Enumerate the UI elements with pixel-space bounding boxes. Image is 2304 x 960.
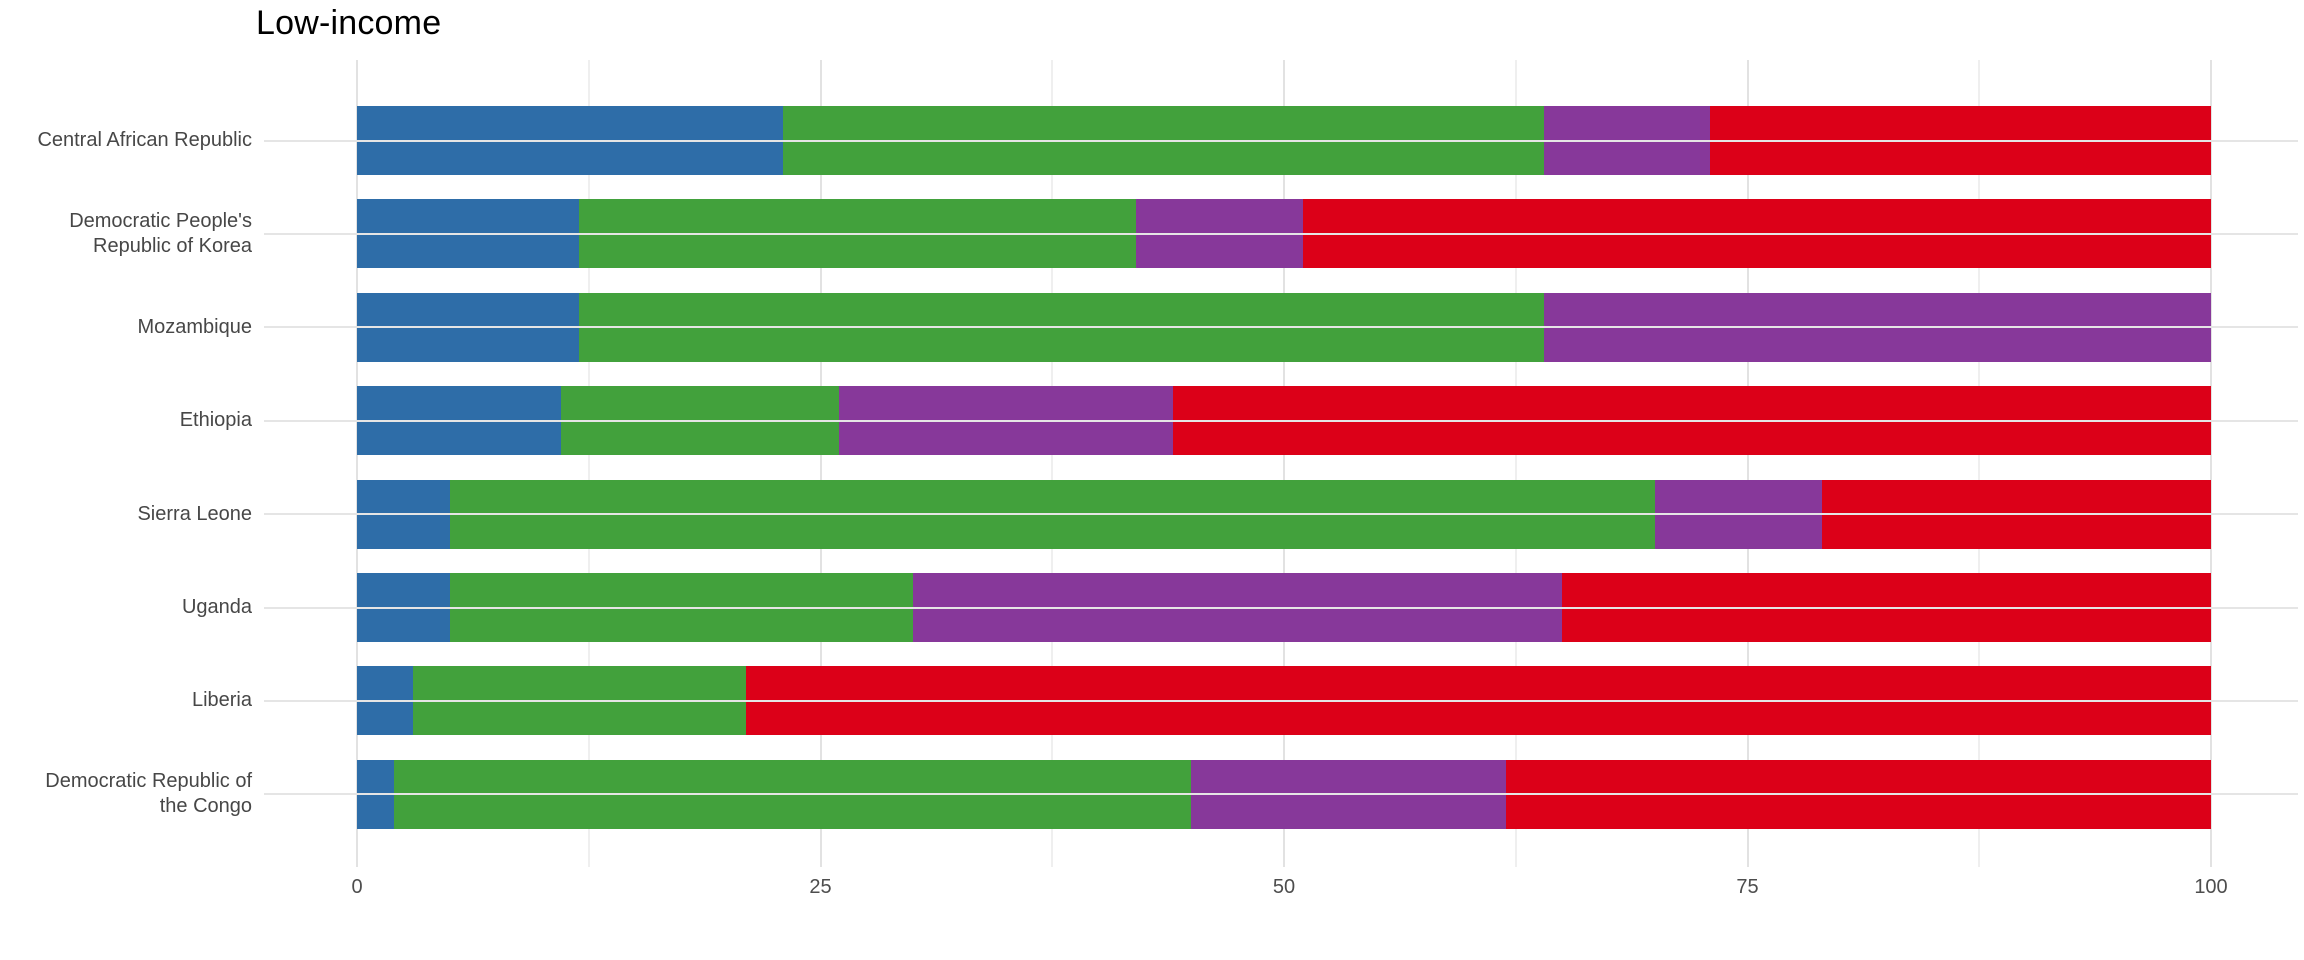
category-tick-line xyxy=(264,232,2298,235)
gridline-major xyxy=(1746,60,1749,867)
chart-title: Low-income xyxy=(256,4,442,42)
category-label: Democratic People's Republic of Korea xyxy=(69,209,252,257)
x-tick-label: 100 xyxy=(2194,876,2228,898)
category-label: Democratic Republic of the Congo xyxy=(45,770,252,818)
gridline-minor xyxy=(587,60,590,867)
category-tick-line xyxy=(264,606,2298,609)
category-tick-line xyxy=(264,513,2298,516)
category-tick-line xyxy=(264,699,2298,702)
category-label: Mozambique xyxy=(137,315,252,338)
gridline-major xyxy=(2210,60,2212,867)
x-tick-label: 75 xyxy=(1736,876,1759,898)
gridline-minor xyxy=(1978,60,1981,867)
category-label: Central African Republic xyxy=(37,129,252,151)
gridline-minor xyxy=(1514,60,1517,867)
x-tick-label: 50 xyxy=(1272,876,1296,898)
category-tick-line xyxy=(264,139,2298,142)
category-label: Uganda xyxy=(181,596,252,618)
x-tick-label: 25 xyxy=(809,876,832,898)
x-tick-label: 0 xyxy=(351,876,363,898)
gridline-major xyxy=(356,60,358,867)
category-tick-line xyxy=(264,419,2298,422)
plot-panel xyxy=(356,60,2212,867)
category-label: Sierra Leone xyxy=(137,502,252,525)
category-tick-line xyxy=(264,326,2298,329)
gridline-major xyxy=(1283,60,1285,867)
gridline-major xyxy=(819,60,822,867)
category-label: Ethiopia xyxy=(179,409,252,432)
gridline-minor xyxy=(1051,60,1054,867)
category-label: Liberia xyxy=(191,689,252,712)
category-tick-line xyxy=(264,793,2298,796)
